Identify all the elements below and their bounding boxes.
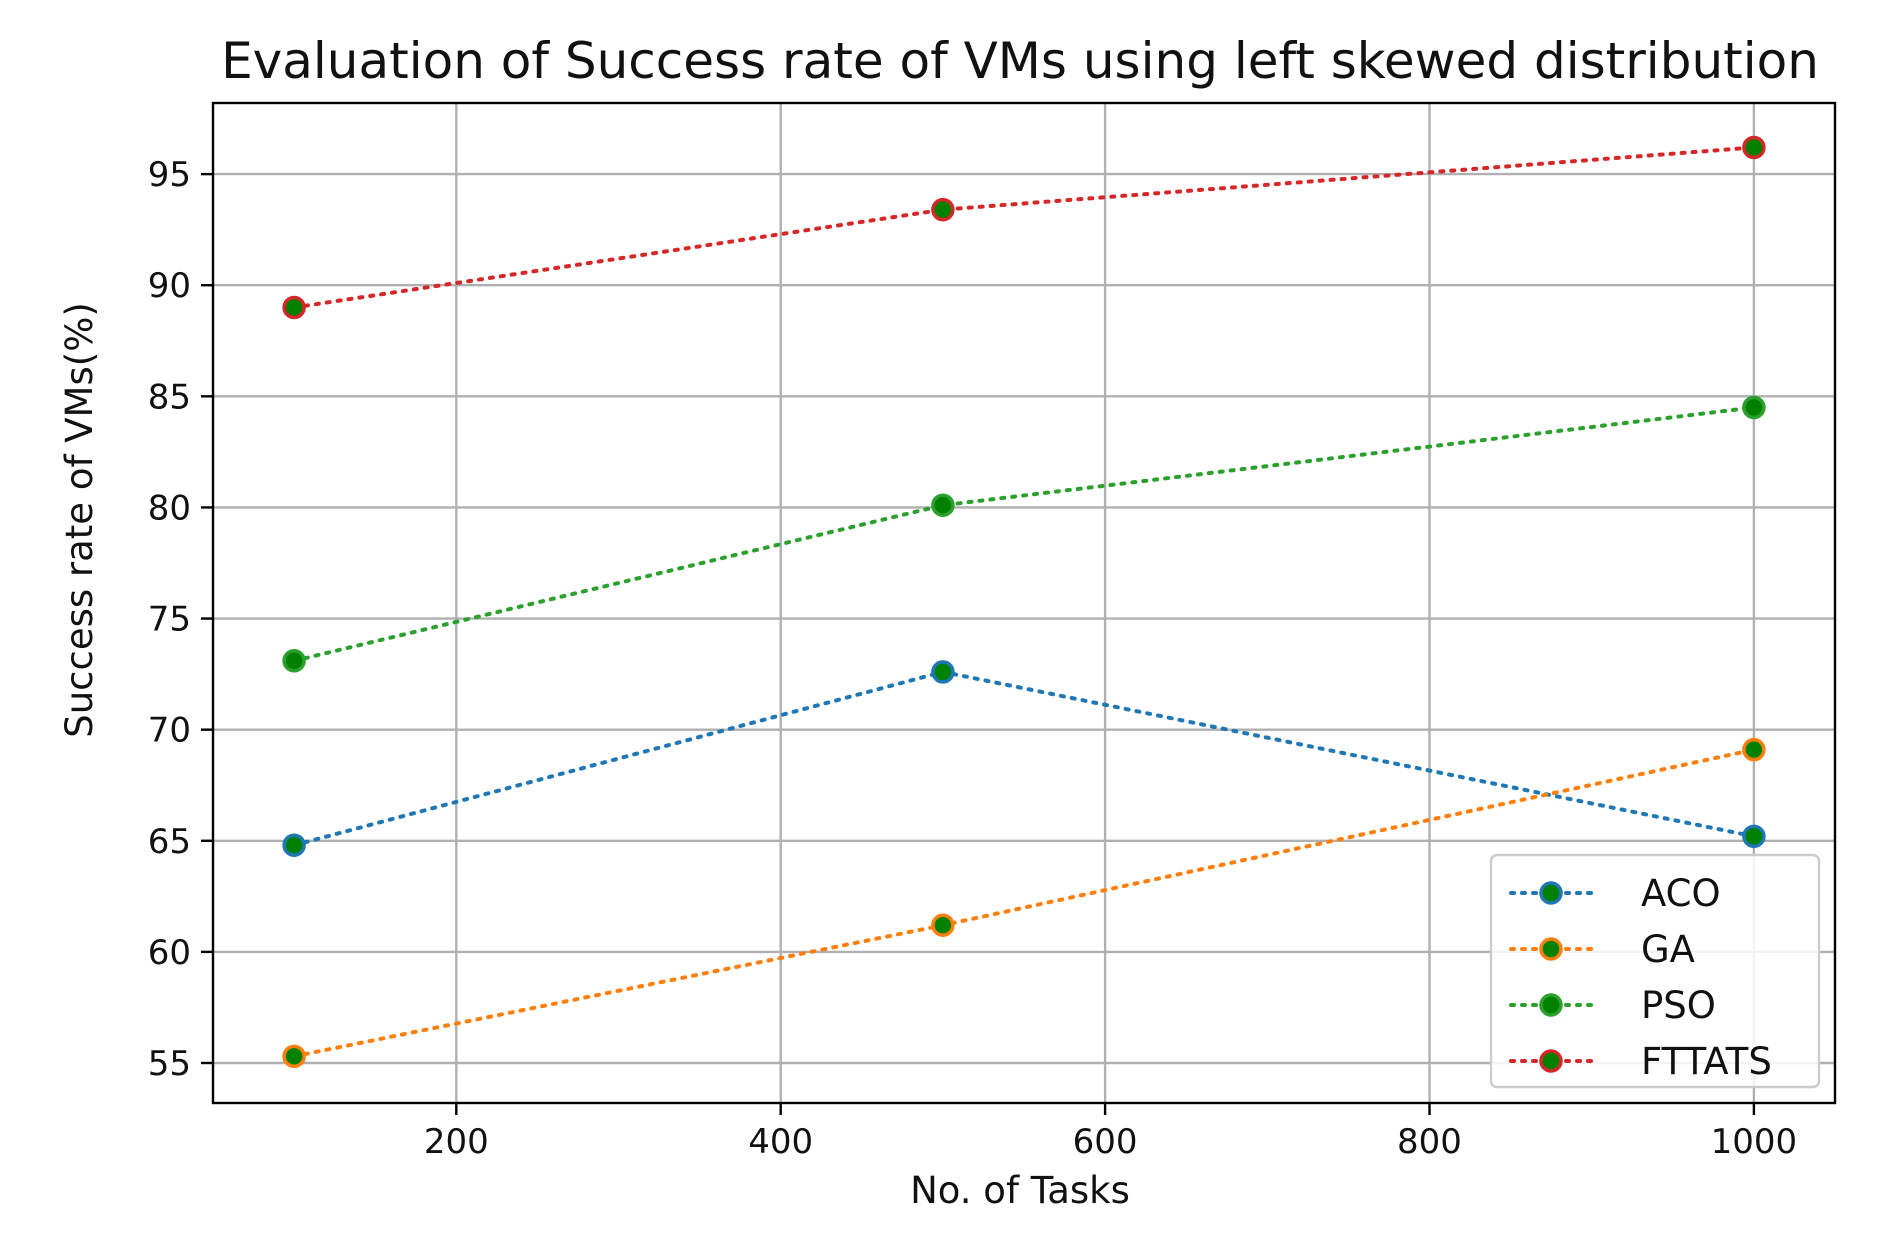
legend-marker-ga [1539,937,1563,961]
chart-title: Evaluation of Success rate of VMs using … [221,32,1819,90]
y-tick-label: 85 [148,377,191,417]
x-tick-label: 800 [1397,1122,1462,1162]
y-tick-label: 80 [148,488,191,528]
legend-marker-fttats [1539,1049,1563,1073]
y-tick-label: 90 [148,266,191,306]
series-line-aco [292,669,1756,848]
data-point-ga [282,1044,306,1069]
data-point-fttats [1742,135,1766,160]
data-point-ga [931,913,955,937]
data-points [282,135,1766,1069]
x-axis-label: No. of Tasks [910,1169,1130,1212]
grid-lines [213,103,1835,1103]
data-point-fttats [282,295,306,320]
y-tick-label: 60 [148,933,191,973]
series-line-fttats [292,145,1756,310]
legend-label-ga: GA [1641,928,1695,971]
y-tick-label: 65 [148,822,191,862]
y-tick-label: 95 [148,155,191,195]
data-point-fttats [931,197,955,222]
series-line-pso [292,405,1756,663]
legend-label-aco: ACO [1641,872,1721,915]
data-point-pso [1742,395,1766,420]
y-tick-label: 70 [148,711,191,751]
plot-frame [211,101,1837,1105]
legend: ACO GA PSO FTTATS [1489,853,1821,1089]
data-point-pso [931,493,955,517]
y-tick-label: 75 [148,600,191,640]
axes: 200 400 600 800 1000 55 60 65 70 75 80 85 90 95 [148,101,1837,1162]
legend-label-pso: PSO [1641,984,1716,1027]
x-tick-label: 600 [1073,1122,1138,1162]
legend-marker-pso [1539,993,1563,1017]
legend-box [1489,853,1821,1089]
y-tick-label: 55 [148,1044,191,1084]
legend-marker-aco [1539,881,1563,905]
data-point-aco [931,660,955,684]
data-point-aco [1742,824,1766,849]
data-point-ga [1742,737,1766,762]
data-point-pso [282,649,306,673]
data-point-aco [282,833,306,857]
x-tick-label: 400 [748,1122,813,1162]
x-tick-label: 1000 [1711,1122,1798,1162]
y-axis-label: Success rate of VMs(%) [58,302,101,738]
x-tick-label: 200 [424,1122,489,1162]
legend-label-fttats: FTTATS [1641,1040,1772,1083]
